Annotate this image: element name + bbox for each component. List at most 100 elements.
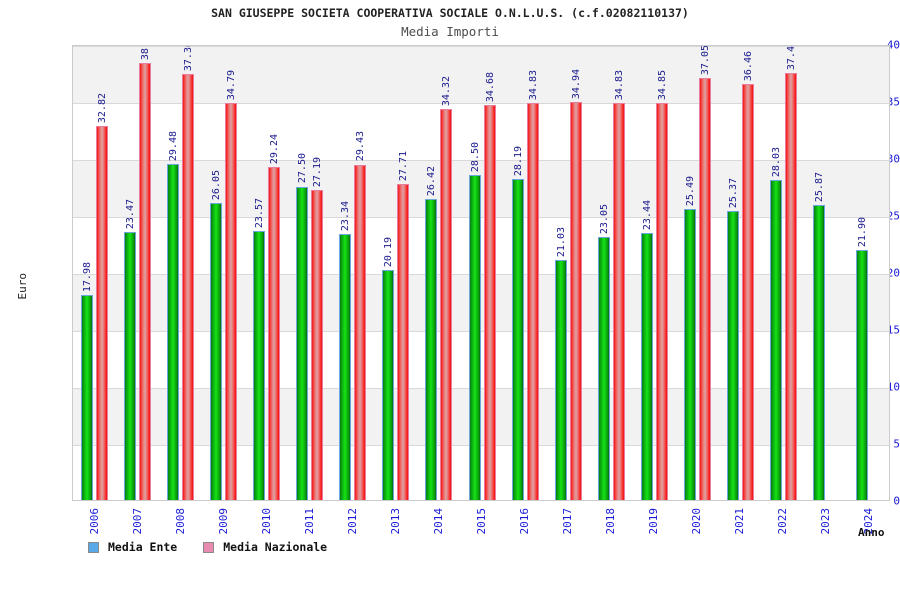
- bar-media-ente-2015[interactable]: [468, 175, 481, 500]
- x-tick-label-2018: 2018: [604, 508, 618, 535]
- bar-media-nazionale-2020[interactable]: [698, 77, 711, 500]
- bar-media-nazionale-2013[interactable]: [397, 184, 410, 500]
- y-tick-label: 35: [886, 95, 900, 109]
- x-tick-label-2017: 2017: [561, 508, 575, 535]
- x-tick-label-2006: 2006: [87, 508, 101, 535]
- chart-title: SAN GIUSEPPE SOCIETA COOPERATIVA SOCIALE…: [211, 6, 689, 20]
- bar-media-ente-2022[interactable]: [769, 180, 782, 500]
- plot-area: 17.98 32.82 23.47 38.30 29.48 37.36 26.05 34.79…: [72, 45, 890, 501]
- bar-value-label: 34.83: [613, 69, 625, 100]
- legend-label: Media Ente: [108, 540, 178, 554]
- bar-media-nazionale-2021[interactable]: [741, 84, 754, 500]
- legend-swatch-icon: [203, 541, 215, 553]
- gridline: [73, 217, 889, 218]
- bar-media-ente-2013[interactable]: [382, 269, 395, 500]
- bar-media-nazionale-2007[interactable]: [139, 63, 152, 500]
- gridline: [73, 445, 889, 446]
- legend-item-media-ente[interactable]: Media Ente: [88, 540, 177, 554]
- legend-item-media-nazionale[interactable]: Media Nazionale: [203, 540, 327, 554]
- y-tick-label: 15: [886, 323, 900, 337]
- bar-media-ente-2014[interactable]: [425, 198, 438, 500]
- bar-media-ente-2020[interactable]: [683, 209, 696, 500]
- x-tick-label-2007: 2007: [130, 508, 144, 535]
- gridline: [73, 103, 889, 104]
- bar-media-nazionale-2008[interactable]: [182, 74, 195, 500]
- bar-value-label: 27.71: [398, 151, 410, 182]
- gridline: [73, 274, 889, 275]
- bar-value-label: 23.05: [598, 204, 610, 235]
- bar-media-ente-2016[interactable]: [511, 178, 524, 500]
- bar-media-ente-2009[interactable]: [210, 203, 223, 500]
- bar-value-label: 32.82: [97, 92, 109, 123]
- bar-value-label: 23.57: [254, 198, 266, 229]
- bar-media-ente-2023[interactable]: [812, 205, 825, 500]
- bar-media-ente-2010[interactable]: [253, 231, 266, 500]
- x-tick-label-2020: 2020: [690, 508, 704, 535]
- gridline: [73, 160, 889, 161]
- bar-media-ente-2018[interactable]: [597, 237, 610, 500]
- bar-media-nazionale-2016[interactable]: [526, 102, 539, 500]
- bar-value-label: 17.98: [82, 261, 94, 293]
- bar-media-nazionale-2012[interactable]: [354, 164, 367, 500]
- x-tick-label-2014: 2014: [431, 508, 445, 535]
- bar-media-nazionale-2019[interactable]: [655, 102, 668, 500]
- legend-swatch-icon: [88, 541, 99, 553]
- bar-media-nazionale-2014[interactable]: [440, 108, 453, 500]
- bar-media-nazionale-2009[interactable]: [225, 103, 238, 500]
- bar-value-label: 34.94: [570, 68, 582, 99]
- bar-value-label: 29.48: [168, 130, 180, 161]
- y-tick-label: 30: [886, 152, 900, 166]
- bar-value-label: 29.43: [355, 131, 367, 162]
- bar-value-label: 27.19: [312, 156, 324, 188]
- bar-media-nazionale-2011[interactable]: [311, 190, 324, 500]
- bar-media-ente-2019[interactable]: [640, 232, 653, 500]
- bar-value-label: 34.79: [226, 70, 238, 101]
- bar-media-ente-2024[interactable]: [855, 250, 868, 500]
- x-tick-label-2012: 2012: [345, 508, 359, 535]
- bar-value-label: 37.05: [699, 45, 711, 75]
- bar-media-ente-2006[interactable]: [81, 295, 94, 500]
- y-tick-label: 10: [886, 380, 900, 394]
- bar-value-label: 23.44: [641, 199, 653, 230]
- bar-value-label: 23.47: [125, 199, 137, 230]
- bar-media-ente-2011[interactable]: [296, 186, 309, 500]
- bar-value-label: 28.50: [469, 142, 481, 173]
- bar-value-label: 20.19: [383, 236, 395, 267]
- x-tick-label-2016: 2016: [518, 508, 532, 535]
- bar-value-label: 36.46: [742, 51, 754, 82]
- y-tick-label: 25: [886, 209, 900, 223]
- y-axis-label: Euro: [16, 273, 29, 300]
- bar-value-label: 21.03: [555, 227, 567, 258]
- bar-value-label: 23.34: [340, 200, 352, 231]
- bar-media-nazionale-2017[interactable]: [569, 101, 582, 500]
- bar-media-nazionale-2022[interactable]: [784, 72, 797, 500]
- bar-value-label: 27.50: [297, 153, 309, 184]
- bar-value-label: 26.42: [426, 165, 438, 196]
- bar-media-nazionale-2015[interactable]: [483, 104, 496, 500]
- x-tick-label-2023: 2023: [819, 508, 833, 535]
- y-tick-label: 5: [893, 437, 900, 451]
- x-tick-label-2010: 2010: [259, 508, 273, 535]
- bar-value-label: 34.83: [527, 69, 539, 100]
- y-tick-label: 40: [886, 38, 900, 52]
- x-tick-label-2009: 2009: [216, 508, 230, 535]
- x-tick-label-2011: 2011: [302, 508, 316, 535]
- bar-media-ente-2007[interactable]: [124, 232, 137, 500]
- bar-value-label: 34.32: [441, 75, 453, 106]
- bar-media-ente-2017[interactable]: [554, 260, 567, 500]
- x-tick-label-2022: 2022: [776, 508, 790, 535]
- x-tick-label-2019: 2019: [647, 508, 661, 535]
- bar-media-ente-2008[interactable]: [167, 163, 180, 500]
- bar-media-nazionale-2018[interactable]: [612, 102, 625, 500]
- bar-value-label: 26.05: [211, 169, 223, 201]
- bar-media-ente-2012[interactable]: [339, 233, 352, 500]
- bar-media-nazionale-2010[interactable]: [268, 166, 281, 500]
- gridline: [73, 388, 889, 389]
- gridline: [73, 331, 889, 332]
- bar-media-ente-2021[interactable]: [726, 210, 739, 500]
- bar-value-label: 37.49: [785, 45, 797, 70]
- bar-value-label: 25.49: [684, 176, 696, 207]
- x-tick-label-2013: 2013: [388, 508, 402, 535]
- bar-media-nazionale-2006[interactable]: [96, 125, 109, 500]
- chart-subtitle: Media Importi: [401, 24, 499, 39]
